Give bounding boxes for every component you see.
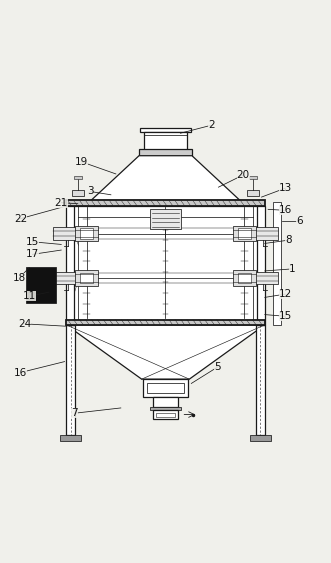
Polygon shape [273,202,281,325]
Polygon shape [238,228,251,239]
Polygon shape [66,205,74,325]
Polygon shape [140,128,191,132]
Polygon shape [71,200,260,320]
Text: 12: 12 [279,289,292,299]
Text: 7: 7 [71,408,78,418]
Polygon shape [71,205,260,320]
Text: 2: 2 [208,120,214,130]
Polygon shape [66,320,265,325]
Text: 1: 1 [289,264,295,274]
Polygon shape [249,176,257,179]
Text: 18: 18 [13,273,26,283]
Text: 6: 6 [296,216,303,226]
Polygon shape [257,205,265,325]
Polygon shape [250,435,270,441]
Polygon shape [144,132,187,151]
Polygon shape [153,410,178,419]
Text: 3: 3 [87,186,93,196]
Text: 11: 11 [23,292,36,301]
Polygon shape [66,200,265,205]
Polygon shape [256,325,264,435]
Text: 20: 20 [237,170,250,180]
Polygon shape [139,149,192,156]
Text: 15: 15 [279,311,292,321]
Polygon shape [247,190,259,196]
Polygon shape [153,397,178,406]
Polygon shape [80,273,93,284]
Polygon shape [233,226,256,242]
Text: 21: 21 [55,198,68,208]
Text: 8: 8 [285,235,292,245]
Polygon shape [60,435,80,441]
Text: 5: 5 [214,362,221,372]
Polygon shape [91,156,240,200]
Polygon shape [150,209,181,229]
Polygon shape [75,226,98,242]
Text: 16: 16 [14,368,27,378]
Polygon shape [143,379,188,397]
Polygon shape [150,406,181,410]
Text: 22: 22 [14,213,27,224]
Polygon shape [253,227,278,240]
Text: 16: 16 [279,205,292,215]
Polygon shape [253,272,278,284]
Polygon shape [66,325,74,435]
Polygon shape [233,270,256,286]
Polygon shape [72,190,84,196]
Polygon shape [74,176,82,179]
Text: 13: 13 [279,183,292,193]
Polygon shape [53,227,78,240]
Polygon shape [66,325,265,379]
Text: 19: 19 [74,157,88,167]
Polygon shape [53,272,78,284]
Polygon shape [80,228,93,239]
Polygon shape [75,270,98,286]
Text: 15: 15 [26,237,39,247]
Polygon shape [26,267,56,303]
Text: 17: 17 [26,249,39,260]
Text: 24: 24 [18,319,31,329]
Polygon shape [238,273,251,284]
